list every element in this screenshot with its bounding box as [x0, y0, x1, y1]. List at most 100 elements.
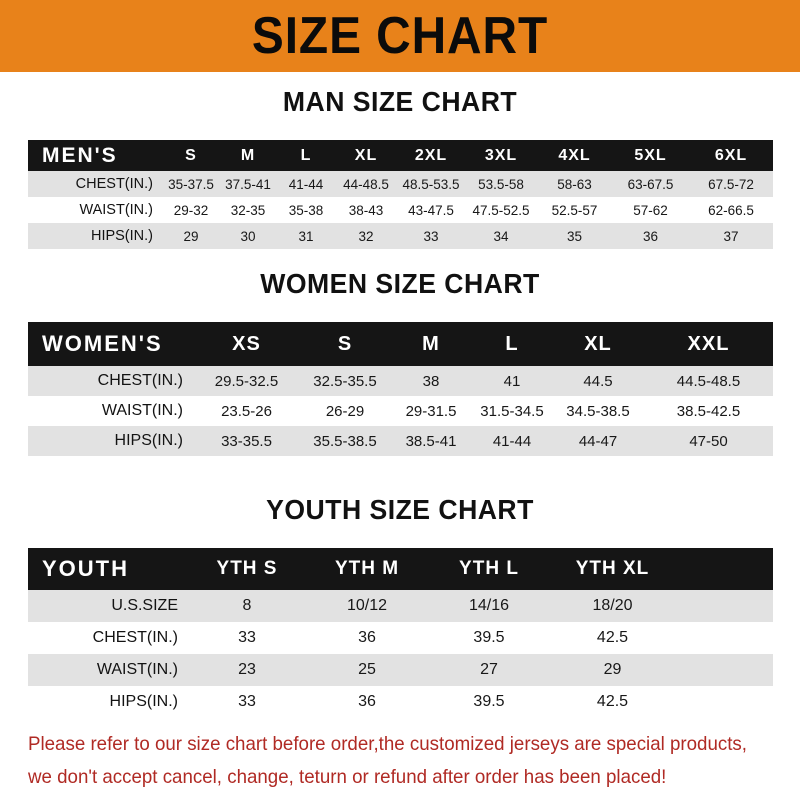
- youth-header-spacer: [675, 548, 773, 590]
- men-cell: 41-44: [288, 176, 324, 192]
- men-column-header: 3XL: [484, 146, 518, 164]
- youth-row-label: CHEST(IN.): [92, 629, 178, 646]
- men-column-header: 2XL: [414, 146, 448, 164]
- women-cell: 41: [503, 372, 521, 390]
- men-cell: 35: [566, 228, 583, 244]
- women-size-table: WOMEN'S XS S M L XL XXL CHEST(IN.) 29.5-32.5 32.5…: [28, 322, 773, 456]
- men-section-title: MAN SIZE CHART: [282, 86, 518, 117]
- men-cell: 58-63: [557, 176, 592, 192]
- men-row-label: CHEST(IN.): [75, 176, 153, 192]
- women-row-label: CHEST(IN.): [97, 372, 183, 389]
- men-cell: 47.5-52.5: [472, 202, 530, 218]
- men-column-header: M: [240, 146, 256, 164]
- youth-cell: 8: [242, 597, 252, 614]
- women-cell: 33-35.5: [221, 432, 272, 450]
- women-row-label: HIPS(IN.): [114, 432, 183, 449]
- men-cell: 48.5-53.5: [402, 176, 460, 192]
- youth-cell: 14/16: [468, 597, 510, 614]
- men-cell: 30: [240, 228, 256, 244]
- men-column-header: L: [300, 146, 312, 164]
- table-row: HIPS(IN.) 33 36 39.5 42.5: [28, 686, 773, 718]
- youth-cell: 36: [358, 693, 376, 710]
- men-cell: 35-37.5: [168, 176, 214, 192]
- women-cell: 31.5-34.5: [480, 402, 544, 420]
- men-cell: 44-48.5: [343, 176, 389, 192]
- men-cell: 36: [642, 228, 659, 244]
- men-cell: 35-38: [288, 202, 324, 218]
- table-row: WAIST(IN.) 23.5-26 26-29 29-31.5 31.5-34.5 34…: [28, 396, 773, 426]
- men-cell: 63-67.5: [627, 176, 674, 192]
- youth-cell: 33: [238, 693, 256, 710]
- page-title: SIZE CHART: [251, 7, 549, 65]
- youth-header-label: YOUTH: [42, 556, 129, 581]
- youth-cell-spacer: [675, 622, 773, 654]
- men-cell: 43-47.5: [408, 202, 454, 218]
- women-cell: 34.5-38.5: [566, 402, 630, 420]
- women-column-header: XL: [584, 332, 612, 355]
- women-column-header: M: [422, 332, 440, 355]
- youth-cell-spacer: [675, 686, 773, 718]
- women-column-header: L: [505, 332, 519, 355]
- women-cell: 38: [422, 372, 440, 390]
- men-column-header: S: [185, 146, 197, 164]
- men-cell: 53.5-58: [478, 176, 524, 192]
- women-cell: 26-29: [325, 402, 365, 420]
- women-cell: 23.5-26: [221, 402, 272, 420]
- youth-cell: 29: [603, 661, 622, 678]
- table-row: HIPS(IN.) 29 30 31 32 33 34 35 36 37: [28, 223, 773, 249]
- women-cell: 44-47: [578, 432, 618, 450]
- women-cell: 29-31.5: [405, 402, 457, 420]
- order-notice: Please refer to our size chart before or…: [28, 728, 747, 794]
- men-cell: 57-62: [633, 202, 668, 218]
- table-row: WAIST(IN.) 29-32 32-35 35-38 38-43 43-47.5 47.…: [28, 197, 773, 223]
- women-header-row: WOMEN'S XS S M L XL XXL: [28, 322, 773, 366]
- youth-cell: 39.5: [473, 693, 505, 710]
- youth-size-table: YOUTH YTH S YTH M YTH L YTH XL U.S.SIZE 8 10/12…: [28, 548, 773, 718]
- youth-cell: 42.5: [596, 693, 629, 710]
- youth-column-header: YTH S: [216, 558, 278, 579]
- women-cell: 38.5-41: [405, 432, 457, 450]
- youth-cell: 36: [358, 629, 376, 646]
- youth-cell: 39.5: [473, 629, 505, 646]
- youth-column-header: YTH M: [334, 558, 400, 579]
- women-column-header: XXL: [687, 332, 730, 355]
- table-row: U.S.SIZE 8 10/12 14/16 18/20: [28, 590, 773, 622]
- youth-row-label: HIPS(IN.): [109, 693, 178, 710]
- men-cell: 37: [723, 228, 739, 244]
- men-cell: 37.5-41: [225, 176, 271, 192]
- order-notice-line-1: Please refer to our size chart before or…: [28, 733, 747, 755]
- men-cell: 33: [423, 228, 439, 244]
- men-cell: 38-43: [348, 202, 384, 218]
- men-cell: 67.5-72: [708, 176, 754, 192]
- youth-cell: 25: [358, 661, 376, 678]
- women-cell: 44.5: [583, 372, 613, 390]
- youth-header-row: YOUTH YTH S YTH M YTH L YTH XL: [28, 548, 773, 590]
- men-column-header: 5XL: [634, 146, 667, 164]
- men-table-body: MEN'S S M L XL 2XL 3XL 4XL 5XL 6XL CHEST(IN.) 35-37…: [28, 140, 773, 249]
- women-cell: 38.5-42.5: [676, 402, 741, 420]
- table-row: WAIST(IN.) 23 25 27 29: [28, 654, 773, 686]
- men-column-header: 4XL: [558, 146, 591, 164]
- men-cell: 32: [358, 228, 374, 244]
- men-cell: 52.5-57: [551, 202, 598, 218]
- women-header-label: WOMEN'S: [42, 331, 163, 356]
- women-column-header: S: [337, 332, 353, 355]
- women-cell: 29.5-32.5: [214, 372, 279, 390]
- women-cell: 44.5-48.5: [676, 372, 741, 390]
- men-cell: 62-66.5: [708, 202, 754, 218]
- youth-row-label: U.S.SIZE: [111, 597, 178, 614]
- women-section-title: WOMEN SIZE CHART: [260, 268, 540, 299]
- women-cell: 35.5-38.5: [313, 432, 377, 450]
- men-column-header: 6XL: [714, 146, 748, 164]
- youth-cell: 10/12: [346, 597, 388, 614]
- youth-cell: 23: [238, 661, 256, 678]
- men-row-label: WAIST(IN.): [79, 202, 153, 218]
- youth-column-header: YTH L: [459, 558, 519, 579]
- youth-cell: 42.5: [596, 629, 629, 646]
- men-column-header: XL: [354, 146, 378, 164]
- men-cell: 29: [183, 228, 199, 244]
- women-row-label: WAIST(IN.): [101, 402, 183, 419]
- table-row: CHEST(IN.) 33 36 39.5 42.5: [28, 622, 773, 654]
- women-cell: 32.5-35.5: [313, 372, 377, 390]
